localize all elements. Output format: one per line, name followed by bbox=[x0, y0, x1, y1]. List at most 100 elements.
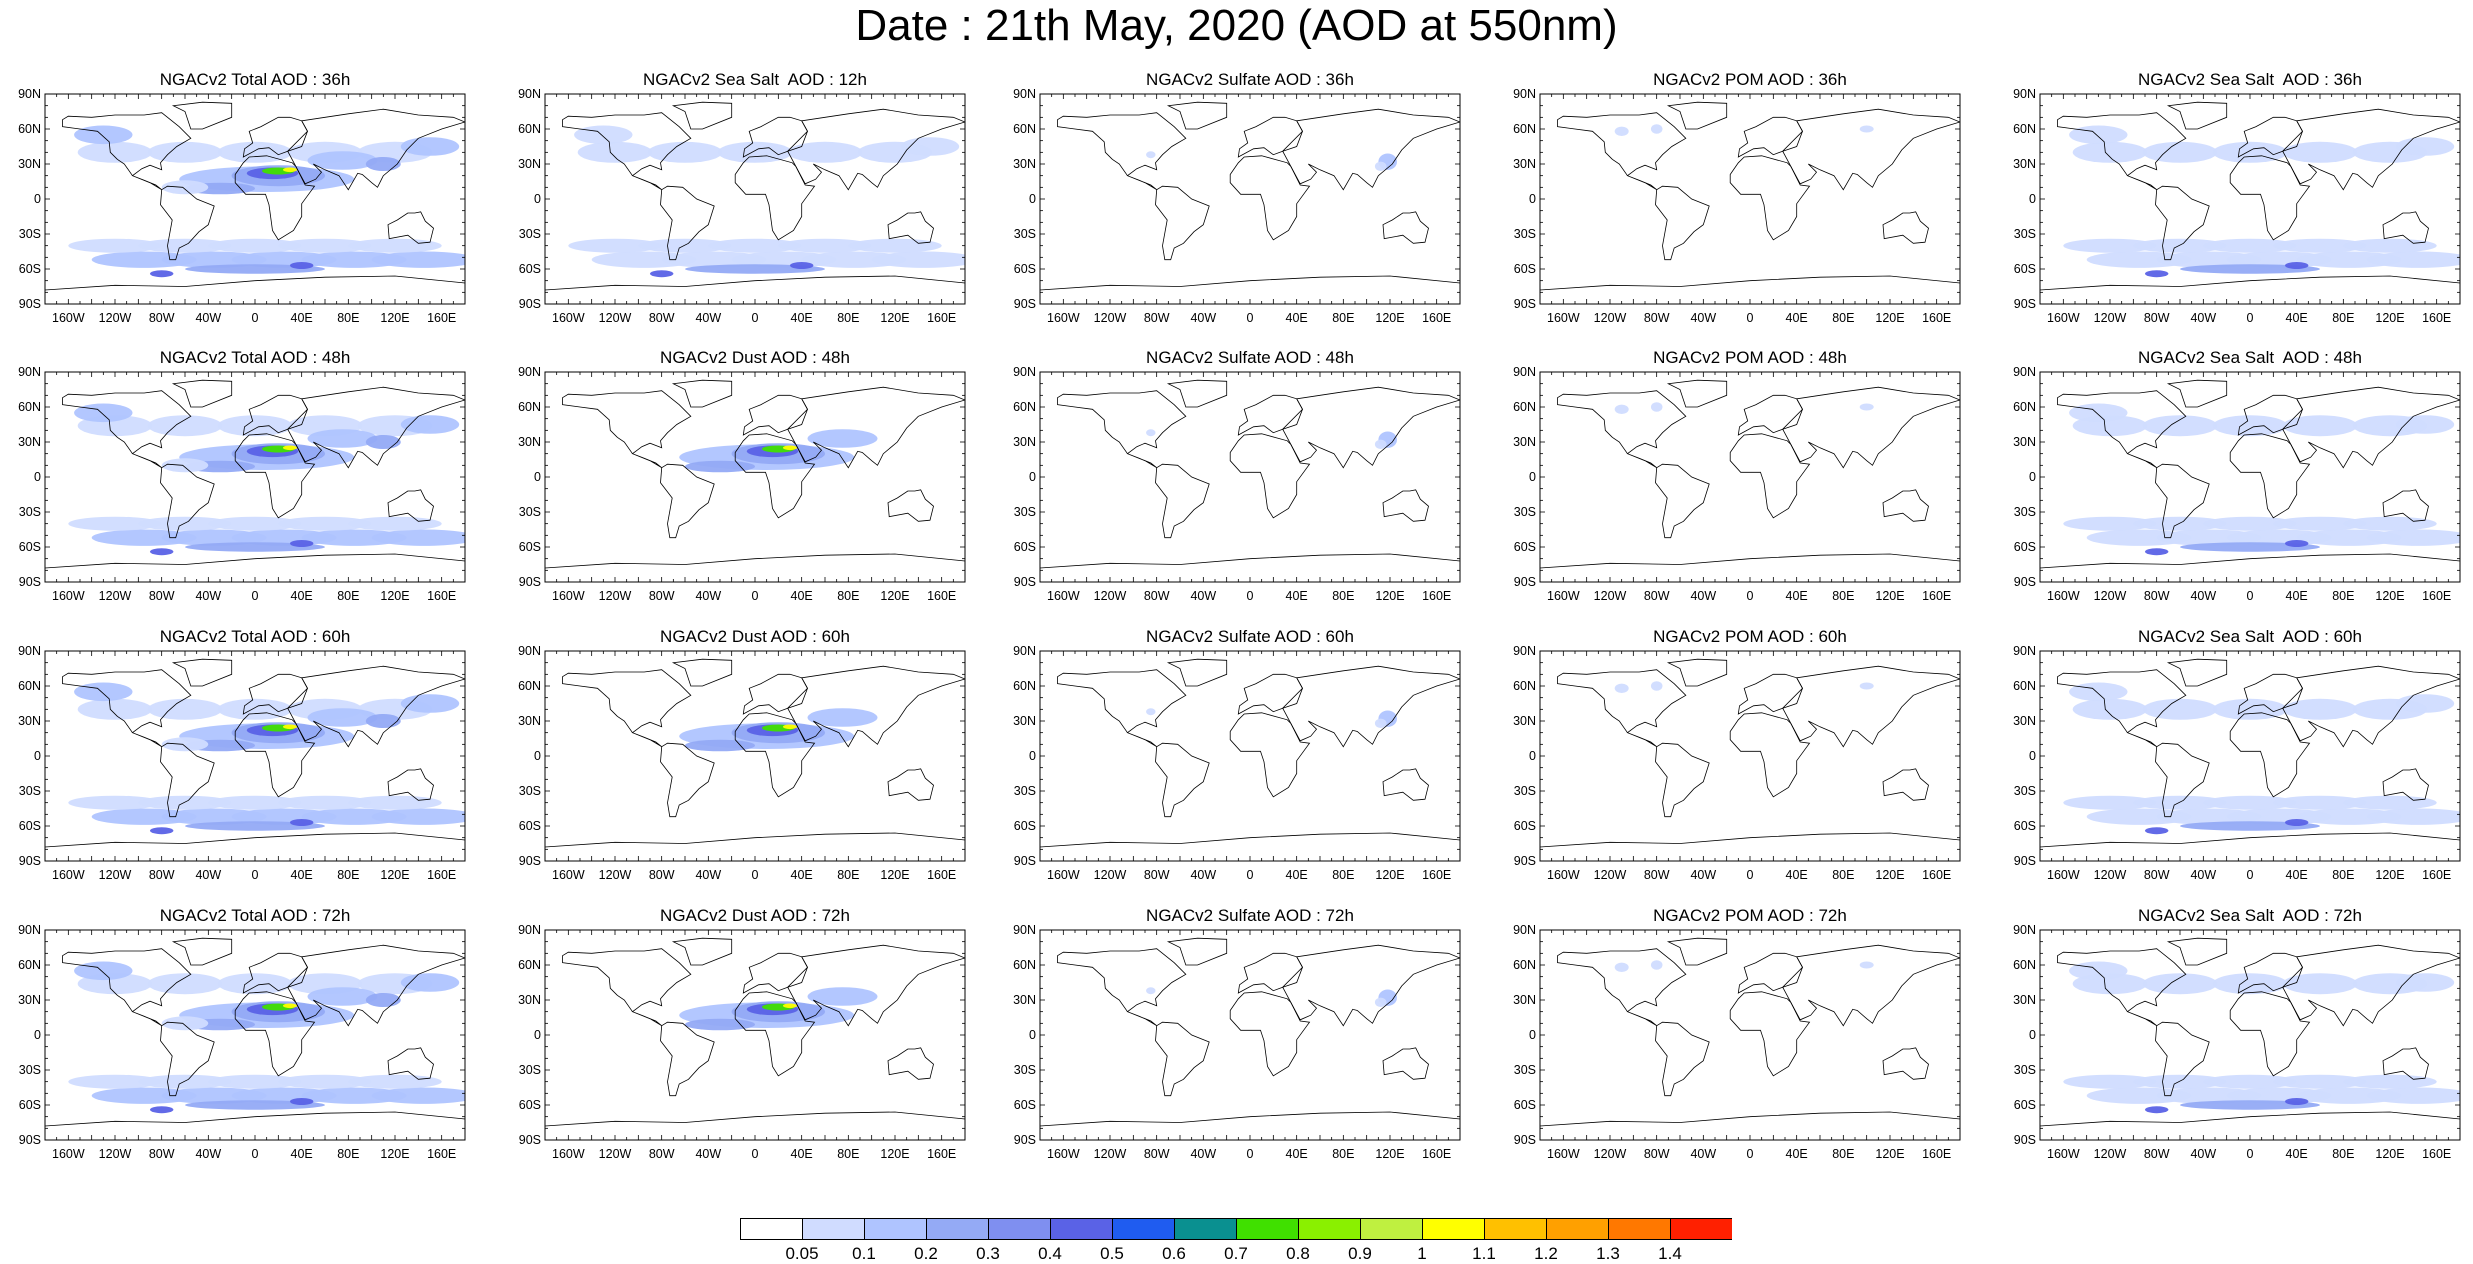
lat-tick-label: 90N bbox=[18, 87, 41, 101]
aod-field-patch bbox=[348, 516, 442, 531]
coastline-as bbox=[1282, 665, 1460, 748]
aod-field-patch bbox=[2203, 238, 2297, 253]
world-map: 90N 60N 30N 0 30S 60S 90S 160W 120W 80W 40W 0 40E 80E… bbox=[18, 923, 466, 1161]
lat-tick-label: 30N bbox=[518, 993, 541, 1007]
aod-field-patch bbox=[290, 262, 314, 269]
lat-tick-label: 0 bbox=[534, 1028, 541, 1042]
lat-tick-label: 60S bbox=[519, 262, 541, 276]
lon-tick-label: 160E bbox=[427, 311, 456, 325]
aod-field-patch bbox=[77, 698, 153, 720]
lat-tick-label: 60S bbox=[519, 1098, 541, 1112]
lon-tick-label: 120W bbox=[1594, 589, 1627, 603]
map-panel-r1-c4: NGACv2 POM AOD : 36h 90N 60N 30N 0 30S 60S 90S 1… bbox=[1513, 70, 1980, 338]
lon-tick-label: 40W bbox=[2190, 311, 2216, 325]
coastline-as bbox=[2282, 665, 2460, 748]
lon-tick-label: 80W bbox=[1144, 868, 1170, 882]
coastline-sa bbox=[160, 185, 215, 261]
coastline-na bbox=[1557, 112, 1687, 191]
lon-tick-label: 160W bbox=[52, 589, 85, 603]
lon-tick-label: 120W bbox=[599, 1147, 632, 1161]
lon-tick-label: 40E bbox=[1786, 311, 1808, 325]
aod-field-patch bbox=[2273, 795, 2367, 810]
aod-field-patch bbox=[2285, 819, 2309, 826]
coastline-as bbox=[287, 944, 465, 1027]
aod-field-patch bbox=[1859, 403, 1874, 411]
aod-field-patch bbox=[650, 270, 674, 278]
aod-field-patch bbox=[1614, 683, 1629, 693]
lon-tick-label: 80E bbox=[837, 589, 859, 603]
aod-field-patch bbox=[2203, 516, 2297, 531]
lon-tick-label: 120E bbox=[380, 589, 409, 603]
lat-tick-label: 0 bbox=[2029, 749, 2036, 763]
lon-tick-label: 40E bbox=[2286, 589, 2308, 603]
panel-title: NGACv2 Sea Salt AOD : 60h bbox=[2138, 627, 2362, 646]
coastline-an bbox=[1540, 1111, 1960, 1140]
lat-tick-label: 30N bbox=[2013, 157, 2036, 171]
coastline-af bbox=[2229, 155, 2311, 241]
coastline-gr bbox=[1166, 658, 1228, 687]
coastline-gr bbox=[171, 658, 233, 687]
lon-tick-label: 80W bbox=[649, 868, 675, 882]
coastline-gr bbox=[2166, 101, 2228, 130]
aod-field-patch bbox=[161, 180, 209, 195]
map-panel-r1-c1: NGACv2 Total AOD : 36h 90N 60N 30N 0 30S 60S 90… bbox=[18, 70, 485, 338]
lon-tick-label: 80W bbox=[1144, 1147, 1170, 1161]
lat-tick-label: 90S bbox=[1014, 575, 1036, 589]
map-panel-r4-c2: NGACv2 Dust AOD : 72h 90N 60N 30N 0 30S 60S 90S… bbox=[518, 906, 985, 1174]
aod-field-patch bbox=[161, 458, 209, 473]
lon-tick-label: 160E bbox=[1422, 868, 1451, 882]
aod-field-patch bbox=[2069, 125, 2128, 145]
coastline-af bbox=[1229, 433, 1311, 519]
lat-tick-label: 90S bbox=[519, 1133, 541, 1147]
lon-tick-label: 160W bbox=[1547, 589, 1580, 603]
lat-tick-label: 30N bbox=[518, 157, 541, 171]
coastline-na bbox=[1057, 948, 1187, 1027]
lat-tick-label: 90N bbox=[2013, 87, 2036, 101]
aod-field-patch bbox=[1614, 126, 1629, 136]
lon-tick-label: 0 bbox=[252, 589, 259, 603]
lat-tick-label: 30N bbox=[1013, 435, 1036, 449]
lon-tick-label: 80E bbox=[337, 868, 359, 882]
lon-tick-label: 80E bbox=[1832, 868, 1854, 882]
aod-field-patch bbox=[74, 961, 133, 981]
lat-tick-label: 30N bbox=[2013, 435, 2036, 449]
lon-tick-label: 0 bbox=[752, 311, 759, 325]
aod-field-patch bbox=[283, 724, 297, 730]
aod-field-patch bbox=[2063, 795, 2157, 810]
aod-field-patch bbox=[400, 694, 460, 713]
lat-tick-label: 60N bbox=[2013, 958, 2036, 972]
lat-tick-label: 90N bbox=[518, 365, 541, 379]
coastline-as bbox=[787, 665, 965, 748]
aod-field-patch bbox=[68, 795, 162, 810]
lon-tick-label: 120W bbox=[99, 1147, 132, 1161]
aod-field-patch bbox=[2285, 540, 2309, 547]
panel-title: NGACv2 Dust AOD : 60h bbox=[660, 627, 850, 646]
lat-tick-label: 30S bbox=[19, 1063, 41, 1077]
lon-tick-label: 160W bbox=[52, 311, 85, 325]
lon-tick-label: 160W bbox=[552, 1147, 585, 1161]
lat-tick-label: 0 bbox=[534, 192, 541, 206]
lat-tick-label: 60N bbox=[1513, 122, 1536, 136]
coastline-an bbox=[1540, 553, 1960, 582]
lat-tick-label: 60S bbox=[1014, 540, 1036, 554]
lat-tick-label: 30S bbox=[19, 505, 41, 519]
lon-tick-label: 160E bbox=[927, 868, 956, 882]
lon-tick-label: 0 bbox=[2247, 589, 2254, 603]
aod-field-patch bbox=[2142, 973, 2218, 995]
lon-tick-label: 40E bbox=[2286, 868, 2308, 882]
coastline-an bbox=[45, 1111, 465, 1140]
aod-field-patch bbox=[2282, 698, 2358, 720]
lon-tick-label: 120E bbox=[1875, 1147, 1904, 1161]
lon-tick-label: 160W bbox=[1047, 868, 1080, 882]
aod-field-patch bbox=[2273, 1074, 2367, 1089]
colorbar-tick-label: 1.3 bbox=[1596, 1244, 1620, 1263]
aod-field-patch bbox=[708, 238, 802, 253]
aod-field-patch bbox=[1859, 682, 1874, 690]
coastline-sa bbox=[1155, 463, 1210, 539]
aod-field-patch bbox=[2285, 262, 2309, 269]
lon-tick-label: 0 bbox=[752, 589, 759, 603]
world-map: 90N 60N 30N 0 30S 60S 90S 160W 120W 80W 40W 0 40E 80E… bbox=[1013, 644, 1461, 882]
coastline-an bbox=[545, 1111, 965, 1140]
aod-field-patch bbox=[348, 238, 442, 253]
lon-tick-label: 80E bbox=[1332, 868, 1354, 882]
